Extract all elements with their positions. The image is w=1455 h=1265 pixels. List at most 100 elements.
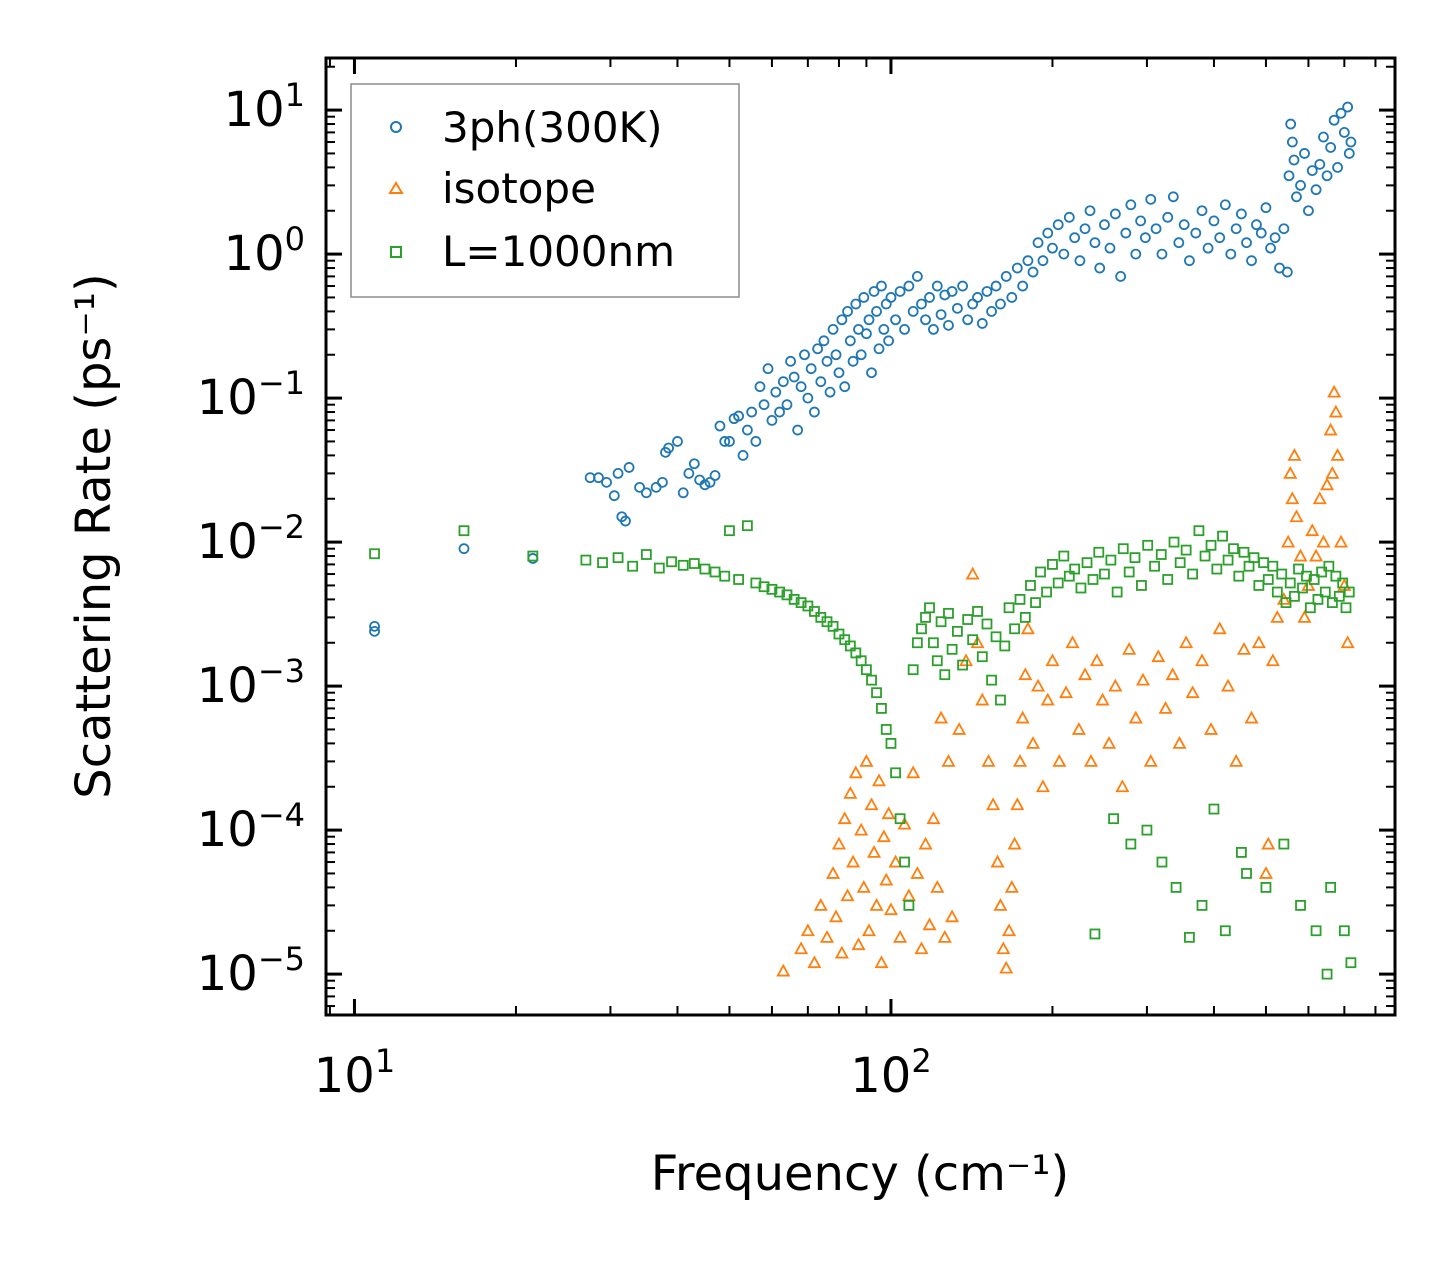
point-l1000nm [1196,899,1208,911]
point-isotope [1108,678,1123,692]
point-l1000nm [1081,557,1093,569]
tick-labels: 101 102 101 100 10−1 10−2 10−3 10−4 10−5 [197,76,932,1104]
point-l1000nm [939,669,951,681]
point-3ph [824,386,836,398]
point-l1000nm [666,556,677,568]
point-3ph [885,292,897,303]
point-l1000nm [943,607,954,619]
point-isotope [1071,722,1086,735]
point-3ph [657,476,668,488]
point-l1000nm [1108,813,1119,825]
point-isotope [1040,692,1055,706]
point-isotope [856,880,871,893]
point-isotope [1002,923,1017,937]
point-3ph [369,625,380,637]
point-l1000nm [833,628,845,640]
point-3ph [883,335,895,347]
point-l1000nm [1325,882,1337,893]
point-l1000nm [788,594,800,605]
point-isotope [930,880,945,893]
point-l1000nm [1238,546,1250,558]
point-3ph [1310,184,1322,196]
point-isotope [937,929,952,943]
point-l1000nm [946,643,958,655]
point-3ph [1000,270,1012,282]
point-3ph [1241,237,1252,249]
point-3ph [863,314,875,326]
point-l1000nm [1312,594,1324,605]
point-3ph [699,479,711,491]
point-l1000nm [1019,611,1031,623]
point-l1000nm [1009,623,1020,635]
point-l1000nm [1310,925,1322,937]
point-isotope [794,941,809,955]
point-isotope [1327,384,1342,398]
point-l1000nm [1129,552,1141,564]
point-l1000nm [1136,580,1147,591]
point-3ph [612,467,624,479]
point-l1000nm [627,560,639,572]
point-3ph [1022,255,1034,267]
point-isotope [843,785,858,799]
point-l1000nm [928,637,939,649]
point-l1000nm [1284,577,1296,589]
point-3ph [805,363,817,375]
point-l1000nm [1052,577,1064,589]
point-3ph [876,280,887,292]
point-l1000nm [1343,586,1355,598]
point-isotope [1340,635,1355,649]
point-l1000nm [1293,563,1304,575]
point-3ph [1184,255,1195,267]
point-l1000nm [990,631,1002,643]
point-isotope [996,941,1011,955]
point-l1000nm [1187,568,1199,580]
point-l1000nm [972,606,983,617]
point-l1000nm [1319,586,1331,598]
point-3ph [946,286,958,297]
point-isotope [993,898,1008,911]
point-3ph [1314,158,1326,170]
point-3ph [1335,107,1347,119]
point-l1000nm [458,525,470,537]
point-l1000nm [1295,899,1306,911]
point-l1000nm [1003,602,1015,614]
point-isotope [1052,754,1067,767]
point-isotope [1077,667,1093,681]
point-isotope [1287,448,1302,461]
point-3ph [1150,223,1162,235]
point-isotope [851,937,866,951]
point-3ph [1120,227,1132,239]
y-tick-label: 10−5 [197,940,305,1002]
point-isotope [1312,491,1327,505]
point-isotope [1004,880,1019,893]
point-isotope [854,822,869,836]
y-tick-label: 10−2 [197,508,305,570]
point-3ph [1130,248,1142,260]
point-l1000nm [774,586,785,598]
point-l1000nm [640,549,652,560]
point-l1000nm [699,563,711,575]
point-l1000nm [931,655,943,667]
point-isotope [945,909,960,923]
point-3ph [777,376,789,388]
point-3ph [719,436,731,447]
point-l1000nm [1321,968,1333,980]
point-l1000nm [1058,550,1070,562]
point-isotope [1316,534,1331,548]
point-l1000nm [911,637,923,649]
point-3ph [1032,237,1044,249]
point-l1000nm [1297,582,1308,594]
point-l1000nm [1280,597,1292,609]
point-isotope [1323,422,1338,436]
point-isotope [1083,754,1099,767]
point-l1000nm [1170,882,1182,893]
point-l1000nm [890,767,901,779]
point-3ph [1162,211,1174,223]
point-3ph [770,386,782,398]
point-l1000nm [1301,570,1312,582]
point-3ph [1178,219,1190,231]
point-3ph [754,381,766,393]
point-3ph [981,286,993,297]
point-isotope [1270,610,1285,623]
point-3ph [847,355,859,367]
